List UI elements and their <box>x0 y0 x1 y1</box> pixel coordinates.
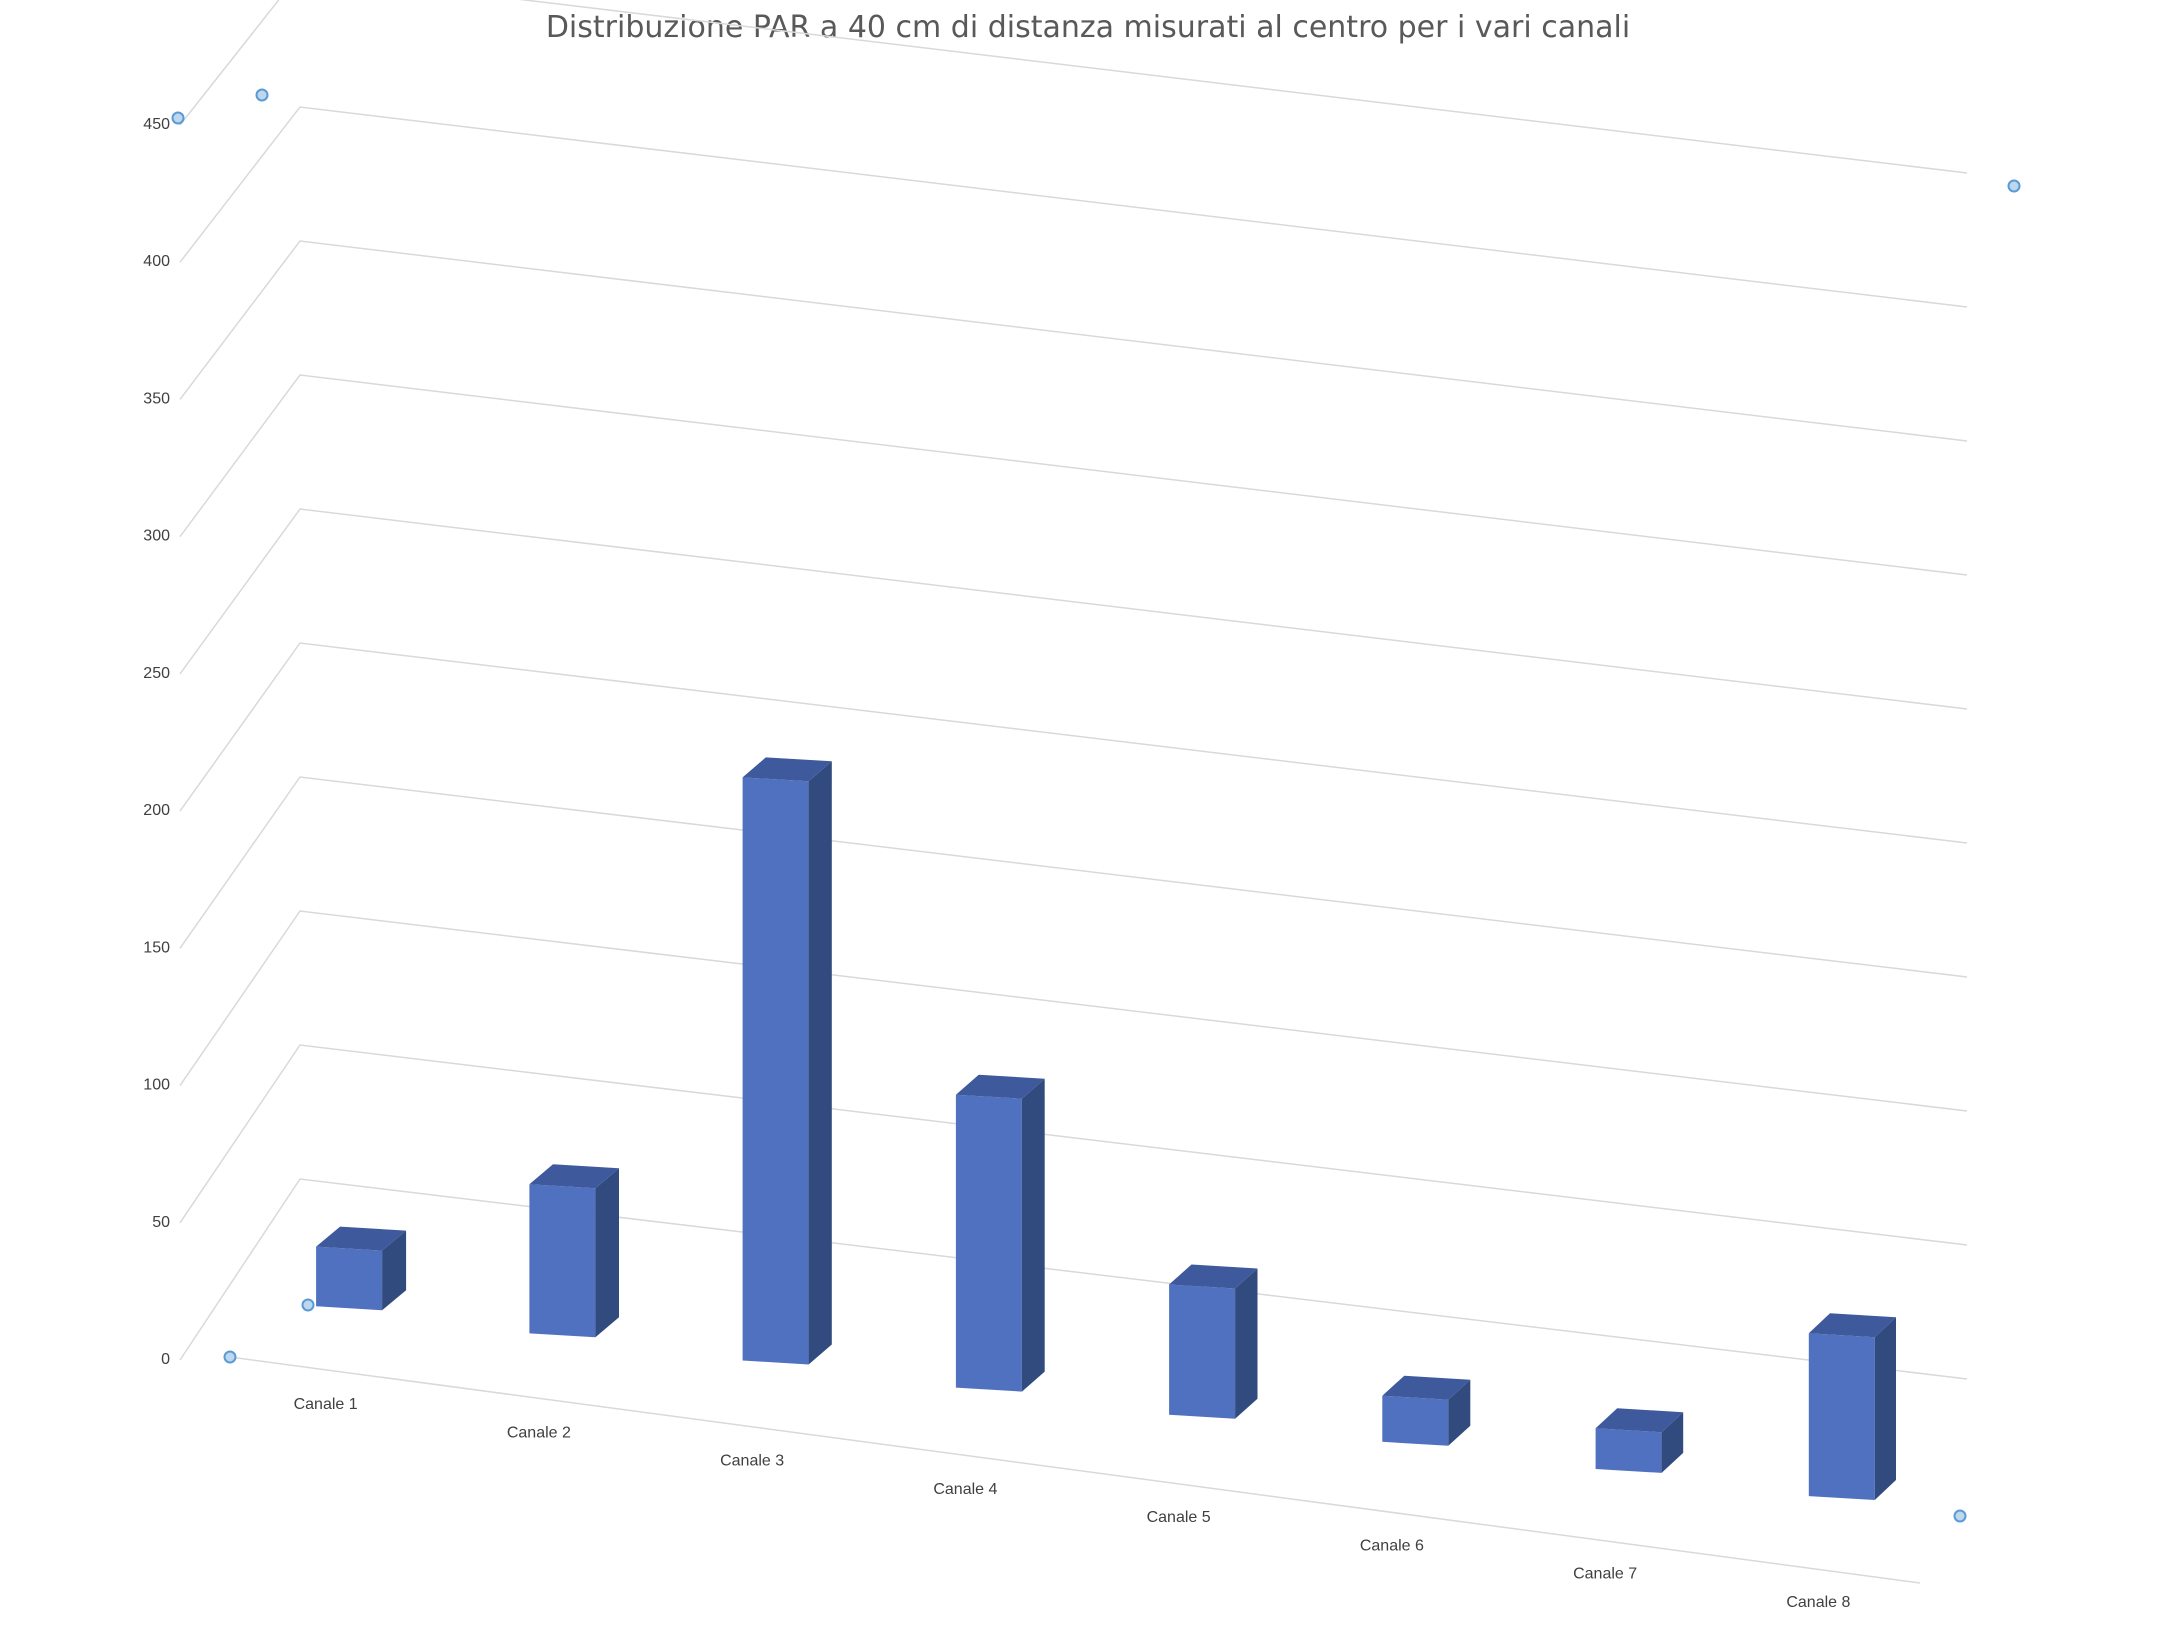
x-tick-label: Canale 2 <box>507 1424 571 1441</box>
resize-handle[interactable] <box>301 1298 315 1312</box>
y-tick-label: 400 <box>143 253 170 270</box>
y-tick-label: 0 <box>161 1351 170 1368</box>
bar-front <box>1595 1428 1662 1473</box>
gridline <box>179 642 1968 844</box>
y-tick-label: 300 <box>143 528 170 545</box>
bar-side <box>595 1168 619 1338</box>
y-tick-label: 350 <box>143 390 170 407</box>
x-tick-label: Canale 1 <box>294 1396 358 1413</box>
y-tick-label: 450 <box>143 116 170 133</box>
gridline <box>179 374 1968 576</box>
bar-front <box>1808 1333 1875 1500</box>
x-tick-label: Canale 7 <box>1573 1566 1637 1583</box>
gridlines <box>179 0 1968 1584</box>
gridline <box>179 106 1968 308</box>
bar <box>1595 1408 1684 1473</box>
bar <box>742 757 832 1365</box>
y-tick-label: 50 <box>152 1214 170 1231</box>
resize-handle[interactable] <box>255 88 269 102</box>
y-tick-label: 150 <box>143 939 170 956</box>
gridline <box>179 910 1968 1112</box>
bar-side <box>1874 1317 1896 1500</box>
bar-top <box>1595 1408 1684 1433</box>
selection-handles <box>171 88 2021 1523</box>
bar <box>316 1226 407 1311</box>
resize-handle[interactable] <box>223 1350 237 1364</box>
y-tick-label: 250 <box>143 665 170 682</box>
bar-top <box>529 1164 619 1189</box>
bar-side <box>1661 1412 1684 1473</box>
gridline <box>179 1044 1968 1246</box>
bar-side <box>808 761 832 1365</box>
bar <box>1808 1313 1896 1500</box>
gridline <box>179 1178 1968 1380</box>
bar-front <box>955 1094 1022 1392</box>
bars <box>316 757 1896 1500</box>
bar-side <box>382 1230 407 1311</box>
x-tick-label: Canale 5 <box>1147 1509 1211 1526</box>
bar-side <box>1448 1379 1471 1446</box>
bar-front <box>529 1184 596 1338</box>
gridline <box>179 776 1968 978</box>
bar <box>529 1164 619 1338</box>
x-tick-label: Canale 3 <box>720 1453 784 1470</box>
resize-handle[interactable] <box>2007 179 2021 193</box>
bar <box>955 1074 1045 1392</box>
resize-handle[interactable] <box>171 111 185 125</box>
bar-side <box>1021 1078 1045 1392</box>
bar-top <box>955 1074 1045 1099</box>
gridline <box>179 508 1968 710</box>
gridline <box>179 0 1968 174</box>
bar-front <box>1169 1284 1236 1419</box>
bar-front <box>316 1246 383 1311</box>
floor-front-edge <box>229 1356 1921 1584</box>
bar-side <box>1235 1268 1258 1419</box>
bar <box>1169 1264 1258 1419</box>
x-tick-label: Canale 8 <box>1786 1594 1850 1611</box>
resize-handle[interactable] <box>1953 1509 1967 1523</box>
bar-top <box>316 1226 407 1251</box>
bar-top <box>1808 1313 1896 1338</box>
bar-top <box>1169 1264 1258 1289</box>
bar-top <box>742 757 832 782</box>
y-axis: 0 50 100 150 200 250 300 350 400 450 <box>143 116 170 1368</box>
gridline <box>179 240 1968 442</box>
bar-front <box>742 777 809 1365</box>
x-axis: Canale 1 Canale 2 Canale 3 Canale 4 Canale 5… <box>294 1396 1851 1611</box>
y-tick-label: 100 <box>143 1077 170 1094</box>
x-tick-label: Canale 4 <box>933 1481 997 1498</box>
x-tick-label: Canale 6 <box>1360 1537 1424 1554</box>
bar-top <box>1382 1375 1471 1400</box>
y-tick-label: 200 <box>143 802 170 819</box>
bar <box>1382 1375 1471 1446</box>
bar-front <box>1382 1395 1449 1446</box>
chart-title: Distribuzione PAR a 40 cm di distanza mi… <box>545 10 1631 45</box>
